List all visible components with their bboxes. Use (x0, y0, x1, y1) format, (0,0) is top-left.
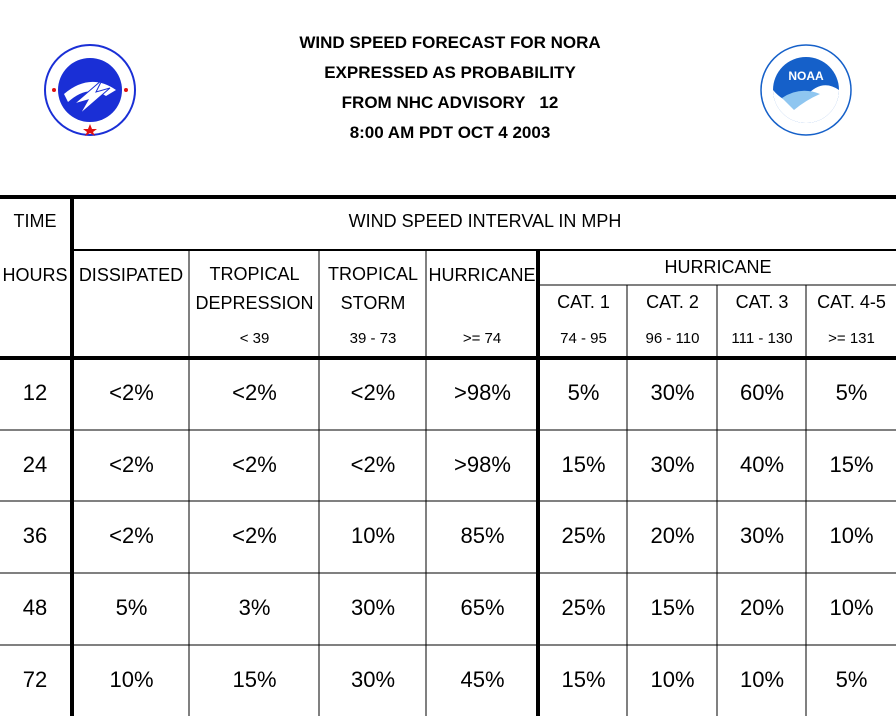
table-cell: 20% (650, 523, 695, 548)
table-cell: 10% (109, 667, 154, 692)
table-cell: <2% (232, 452, 277, 477)
col-cat3-label: CAT. 3 (735, 292, 789, 312)
table-cell: 15% (232, 667, 277, 692)
table-cell: <2% (350, 452, 396, 477)
table-cell: <2% (232, 523, 277, 548)
row-hour-cell: 24 (22, 452, 48, 477)
table-cell: 5% (835, 667, 868, 692)
table-cell: 25% (561, 523, 606, 548)
col-dissipated-label: DISSIPATED (78, 265, 184, 285)
col-td-range: < 39 (239, 330, 270, 347)
table-cell: >98% (454, 452, 511, 477)
table-cell: 30% (350, 667, 396, 692)
col-cat3-range: 111 - 130 (731, 330, 793, 347)
table-cell: 40% (739, 452, 785, 477)
table-cell: 5% (567, 380, 600, 405)
table-cell: 30% (739, 523, 785, 548)
nws-seal-icon: NATIONAL WEATHER SERVICE (44, 44, 136, 136)
page-title: WIND SPEED FORECAST FOR NORA EXPRESSED A… (200, 28, 700, 148)
table-cell: 25% (561, 595, 606, 620)
table-cell: 65% (460, 595, 505, 620)
noaa-seal-ring-text: NATIONAL OCEANIC AND ATMOSPHERIC ADMINIS… (760, 136, 761, 137)
col-cat1-range: 74 - 95 (560, 330, 607, 347)
col-td-label-2: DEPRESSION (195, 293, 314, 313)
row-hour-cell: 36 (22, 523, 48, 548)
title-line-1: WIND SPEED FORECAST FOR NORA (299, 33, 601, 52)
time-header: TIME (13, 211, 57, 231)
col-cat45-range: >= 131 (828, 330, 875, 347)
table-cell: 30% (350, 595, 396, 620)
table-cell: <2% (109, 452, 154, 477)
row-hour-cell: 48 (22, 595, 48, 620)
col-cat1-label: CAT. 1 (557, 292, 610, 312)
table-cell: 15% (829, 452, 874, 477)
table-cell: 60% (739, 380, 785, 405)
hours-header: HOURS (2, 265, 68, 285)
table-cell: 20% (739, 595, 785, 620)
table-cell: 5% (115, 595, 148, 620)
col-hurricane-label: HURRICANE (428, 265, 536, 285)
table-cell: 10% (829, 523, 874, 548)
col-hurricane-range: >= 74 (462, 330, 502, 347)
col-td-label-1: TROPICAL (209, 264, 300, 284)
table-cell: 15% (561, 667, 606, 692)
row-hour-cell: 12 (22, 380, 48, 405)
table-cell: <2% (109, 380, 154, 405)
col-ts-label-1: TROPICAL (327, 264, 419, 284)
title-line-2: EXPRESSED AS PROBABILITY (324, 63, 576, 82)
col-cat2-range: 96 - 110 (645, 330, 700, 347)
nws-seal-text: NATIONAL WEATHER SERVICE (44, 136, 45, 137)
noaa-seal-text: NOAA (760, 136, 761, 137)
table-cell: <2% (350, 380, 396, 405)
table-cell: 10% (739, 667, 785, 692)
title-line-4: 8:00 AM PDT OCT 4 2003 (349, 123, 551, 142)
table-cell: >98% (454, 380, 511, 405)
table-cell: 3% (238, 595, 271, 620)
row-hour-cell: 72 (22, 667, 48, 692)
table-cell: 30% (650, 380, 695, 405)
col-ts-range: 39 - 73 (349, 330, 397, 347)
col-ts-label-2: STORM (340, 293, 406, 313)
interval-header: WIND SPEED INTERVAL IN MPH (348, 211, 622, 231)
table-cell: 85% (460, 523, 505, 548)
table-cell: 30% (650, 452, 695, 477)
table-cell: <2% (109, 523, 154, 548)
title-line-3: FROM NHC ADVISORY 12 (341, 93, 559, 112)
table-cell: 45% (460, 667, 505, 692)
hurricane-group-header: HURRICANE (664, 257, 772, 277)
noaa-seal-icon: NOAA NOAA NATIONAL OCEANIC AND ATMOSPHER… (760, 44, 852, 136)
table-cell: 10% (650, 667, 695, 692)
table-cell: 15% (650, 595, 695, 620)
col-cat45-label: CAT. 4-5 (817, 292, 886, 312)
table-cell: <2% (232, 380, 277, 405)
svg-text:NOAA: NOAA (788, 69, 824, 83)
table-cell: 10% (350, 523, 396, 548)
table-cell: 5% (835, 380, 868, 405)
table-cell: 15% (561, 452, 606, 477)
table-cell: 10% (829, 595, 874, 620)
col-cat2-label: CAT. 2 (646, 292, 699, 312)
